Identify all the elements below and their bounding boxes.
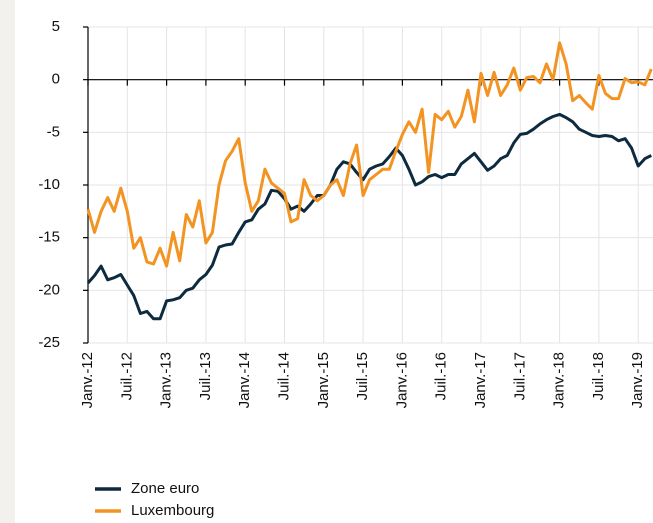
x-tick-label: Janv.-16 xyxy=(393,352,410,408)
x-tick-label: Janv.-18 xyxy=(551,352,568,408)
y-tick-label: -20 xyxy=(38,281,60,298)
x-tick-label: Janv.-13 xyxy=(158,352,175,408)
x-tick-label: Juil.-15 xyxy=(354,352,371,400)
y-tick-label: 5 xyxy=(52,18,60,35)
line-series xyxy=(86,41,653,268)
x-tick-label: Janv.-12 xyxy=(79,352,96,408)
x-tick-label: Janv.-17 xyxy=(472,352,489,408)
x-tick-label: Janv.-14 xyxy=(236,352,253,408)
x-tick-label: Juil.-12 xyxy=(118,352,135,400)
x-tick-label: Juil.-13 xyxy=(197,352,214,400)
x-tick-label: Juil.-14 xyxy=(275,352,292,400)
y-tick-label: -10 xyxy=(38,176,60,193)
x-tick-label: Janv.-19 xyxy=(629,352,646,408)
legend-label: Zone euro xyxy=(131,480,199,497)
x-tick-label: Juil.-16 xyxy=(433,352,450,400)
x-tick-label: Juil.-17 xyxy=(511,352,528,400)
y-tick-label: -25 xyxy=(38,334,60,351)
y-tick-label: -15 xyxy=(38,229,60,246)
line-series xyxy=(86,112,652,321)
x-tick-label: Juil.-18 xyxy=(590,352,607,400)
legend-label: Luxembourg xyxy=(131,502,214,519)
y-tick-label: -5 xyxy=(47,123,60,140)
x-tick-label: Janv.-15 xyxy=(315,352,332,408)
panel xyxy=(15,0,653,523)
y-tick-label: 0 xyxy=(52,71,60,88)
